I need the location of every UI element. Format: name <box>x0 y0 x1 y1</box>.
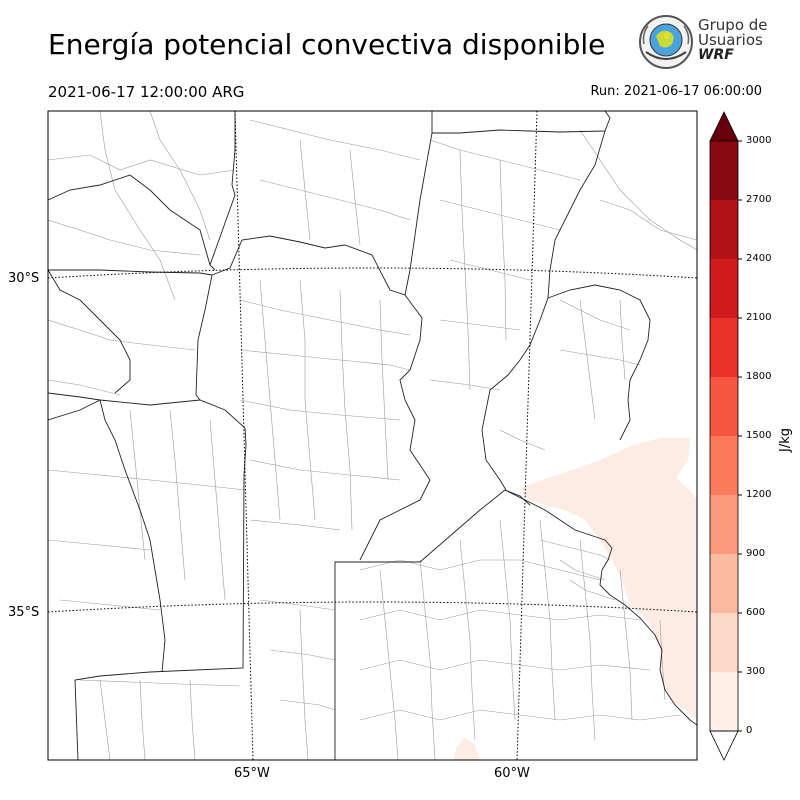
colorbar-tick-300: 300 <box>746 666 766 677</box>
department-boundaries <box>48 111 697 760</box>
colorbar-segment-9 <box>710 200 738 259</box>
logo-line-3: WRF <box>698 47 734 63</box>
run-time: Run: 2021-06-17 06:00:00 <box>590 84 762 99</box>
colorbar-segment-1 <box>710 672 738 731</box>
colorbar-tick-2400: 2400 <box>746 253 772 264</box>
colorbar-segment-2 <box>710 613 738 672</box>
wrf-users-group-logo: Grupo de Usuarios WRF <box>638 14 788 74</box>
colorbar-tick-600: 600 <box>746 607 766 618</box>
colorbar-tick-1800: 1800 <box>746 371 772 382</box>
logo-text: Grupo de Usuarios WRF <box>698 18 768 63</box>
colorbar-extend-min <box>709 730 739 761</box>
logo-line-2: Usuarios <box>698 31 763 49</box>
lon-label-65w: 65°W <box>234 766 270 781</box>
province-boundaries <box>48 111 697 760</box>
colorbar-segment-10 <box>710 141 738 200</box>
colorbar-tick-3000: 3000 <box>746 135 772 146</box>
cape-shaded-area <box>520 438 697 720</box>
colorbar-segment-7 <box>710 318 738 377</box>
lat-label-30s: 30°S <box>8 271 40 286</box>
colorbar-tick-1200: 1200 <box>746 489 772 500</box>
logo-line-1: Grupo de <box>698 16 768 34</box>
colorbar-tick-0: 0 <box>746 725 753 736</box>
colorbar-segment-6 <box>710 377 738 436</box>
map-frame <box>47 110 698 761</box>
cape-shaded-area-small <box>454 738 480 760</box>
colorbar-segment-5 <box>710 436 738 495</box>
graticule <box>48 111 697 760</box>
colorbar-segment-3 <box>710 554 738 613</box>
colorbar-extend-max <box>709 111 739 142</box>
colorbar-tick-2700: 2700 <box>746 194 772 205</box>
valid-time: 2021-06-17 12:00:00 ARG <box>48 83 245 101</box>
lon-label-60w: 60°W <box>494 766 530 781</box>
map-title: Energía potencial convectiva disponible <box>48 28 606 61</box>
colorbar-segment-4 <box>710 495 738 554</box>
globe-emblem-icon <box>639 15 693 69</box>
colorbar-tick-2100: 2100 <box>746 312 772 323</box>
colorbar-unit-label: J/kg <box>778 428 793 452</box>
colorbar-segment-8 <box>710 259 738 318</box>
lat-label-35s: 35°S <box>8 605 40 620</box>
colorbar-tick-900: 900 <box>746 548 766 559</box>
colorbar <box>709 111 742 761</box>
colorbar-tick-1500: 1500 <box>746 430 772 441</box>
